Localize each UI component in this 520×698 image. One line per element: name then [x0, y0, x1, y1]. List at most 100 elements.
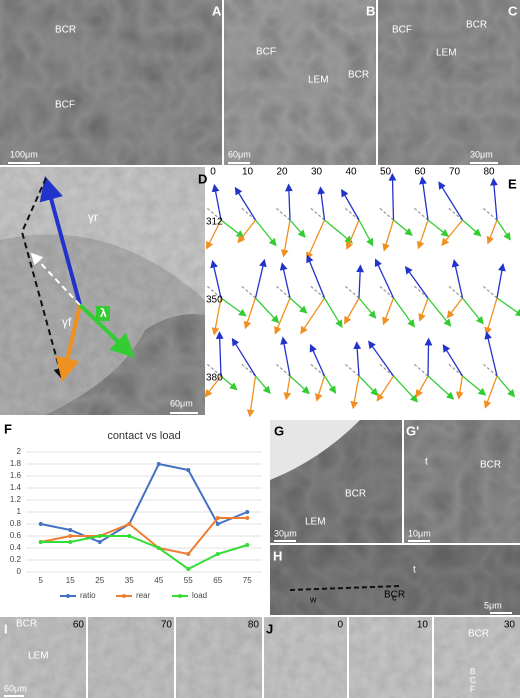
- point: [97, 534, 102, 538]
- frame-label: 10: [417, 620, 429, 631]
- vector-resultant: [482, 285, 498, 299]
- vector: [204, 375, 222, 398]
- annotation: BCR: [345, 489, 366, 500]
- vector-resultant: [344, 207, 360, 221]
- vector: [341, 188, 360, 221]
- vector: [353, 341, 362, 377]
- vector: [243, 297, 257, 330]
- y-tick-label: 1.4: [10, 483, 22, 492]
- vector: [231, 337, 257, 377]
- row-label: 312: [206, 217, 223, 228]
- x-tick-label: 25: [95, 576, 104, 585]
- vector-resultant: [275, 285, 291, 299]
- vector-resultant: [448, 285, 463, 299]
- annotation: c: [392, 592, 397, 602]
- scale-label: 60μm: [170, 398, 193, 408]
- vector: [254, 219, 277, 247]
- vector: [211, 297, 222, 336]
- vector: [254, 258, 267, 299]
- scale-bars: [4, 162, 512, 697]
- vector: [393, 375, 419, 403]
- h-contact-line: [289, 585, 401, 591]
- point: [127, 522, 132, 526]
- frame-label: 80: [248, 620, 260, 631]
- panel-letter: A: [212, 3, 222, 18]
- vector-resultant: [310, 207, 325, 221]
- annotation: BCR: [348, 70, 369, 81]
- vector: [388, 172, 397, 221]
- annotation: BCF: [392, 25, 412, 36]
- panel-letter: I: [4, 621, 8, 636]
- column-label: 80: [483, 167, 495, 178]
- point: [186, 552, 191, 556]
- point: [215, 552, 220, 556]
- annotation: t: [425, 457, 428, 468]
- annotation: LEM: [305, 517, 326, 528]
- panel-letter: G': [406, 423, 419, 438]
- legend-label: load: [192, 591, 207, 600]
- column-label: 30: [311, 167, 323, 178]
- annotation: LEM: [28, 651, 49, 662]
- column-label: 50: [380, 167, 392, 178]
- legend-marker: [178, 594, 182, 598]
- vector: [309, 343, 326, 377]
- vector: [442, 344, 464, 377]
- panel-h-image: [270, 545, 520, 615]
- scale-label: 100μm: [10, 149, 38, 159]
- scale-label: 60μm: [228, 149, 251, 159]
- chart-f: contact vs load 0 0.2 0.4 0.6 0.8 1 1.2 1.4 1.6 1.…: [10, 430, 262, 600]
- vector-resultant: [206, 207, 222, 221]
- vector-resultant: [413, 285, 429, 299]
- panel-c-image: [378, 0, 520, 165]
- panel-g-prime-image: [404, 420, 520, 543]
- vector: [220, 375, 238, 391]
- point: [38, 540, 43, 544]
- vector-resultant: [275, 363, 291, 377]
- vector: [427, 375, 455, 400]
- panel-j2-image: [349, 617, 432, 698]
- x-tick-label: 75: [243, 576, 252, 585]
- vector: [323, 297, 343, 329]
- annotation: BCR: [16, 619, 37, 630]
- column-label: 0: [210, 167, 216, 178]
- column-label: 70: [449, 167, 461, 178]
- panel-i2-image: [88, 617, 174, 698]
- column-label: 60: [414, 167, 426, 178]
- vector-resultant: [30, 252, 81, 306]
- vector: [283, 375, 292, 401]
- vector: [220, 219, 245, 238]
- annotation: BCR: [480, 460, 501, 471]
- vector: [356, 264, 365, 299]
- vector: [350, 375, 360, 410]
- column-label: 40: [345, 167, 357, 178]
- vector: [234, 186, 257, 221]
- annotation: t: [413, 565, 416, 576]
- vector: [211, 183, 222, 221]
- y-tick-label: 1.8: [10, 459, 22, 468]
- vector: [455, 375, 464, 400]
- panel-j3-image: [434, 617, 520, 698]
- vector: [306, 219, 326, 261]
- scale-label: 10μm: [408, 528, 431, 538]
- annotation: B: [470, 667, 475, 676]
- annotation: F: [470, 685, 475, 694]
- vector: [358, 297, 377, 319]
- vector-resultant: [379, 285, 394, 299]
- vector-resultant: [482, 363, 498, 377]
- x-tick-label: 5: [39, 576, 44, 585]
- point: [245, 543, 250, 547]
- vector-resultant: [413, 207, 429, 221]
- vector: [289, 375, 310, 395]
- point: [68, 540, 73, 544]
- vector: [462, 219, 482, 237]
- point: [215, 516, 220, 520]
- vector: [323, 375, 337, 394]
- vector-resultant: [344, 285, 360, 299]
- y-tick-label: 1.2: [10, 495, 22, 504]
- point: [97, 540, 102, 544]
- vector-sum: [20, 177, 66, 380]
- vector: [220, 297, 247, 317]
- column-label: 20: [276, 167, 288, 178]
- panel-letter: E: [508, 176, 517, 191]
- annotation: BCR: [55, 25, 76, 36]
